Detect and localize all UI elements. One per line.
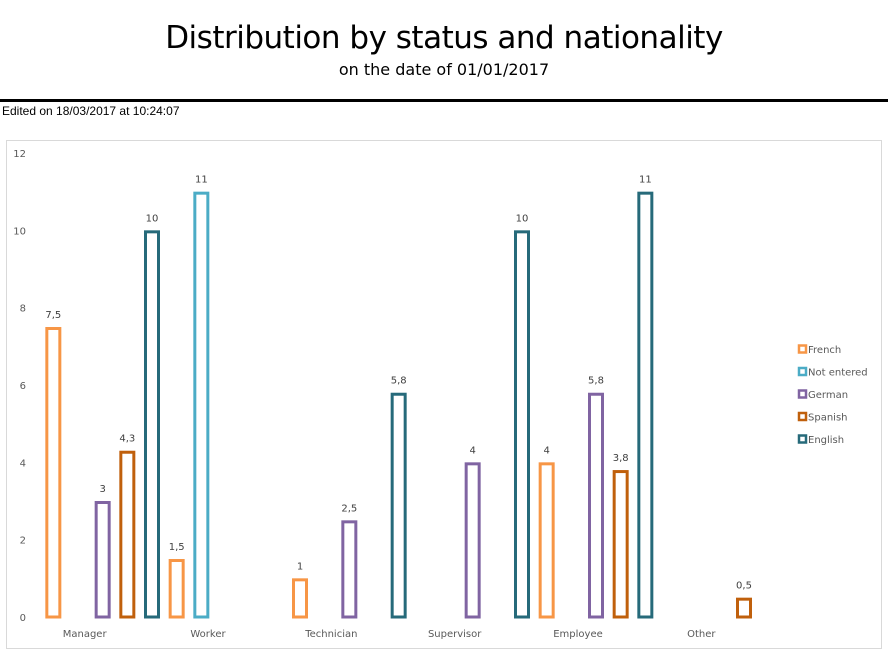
y-tick-label: 6 bbox=[20, 381, 26, 392]
y-tick-label: 2 bbox=[20, 536, 26, 547]
bars: 7,5 1,5 1 4 11 3 2,5 4 5,8 4,3 3,8 0,5 10 5,8 10 11 bbox=[45, 175, 752, 619]
y-tick-label: 12 bbox=[13, 149, 26, 160]
x-axis: Manager Worker Technician Supervisor Employe… bbox=[63, 629, 717, 640]
bar-spanish-employee bbox=[612, 470, 629, 619]
data-label: 3,8 bbox=[613, 453, 629, 464]
data-label: 4 bbox=[543, 445, 549, 456]
y-tick-label: 10 bbox=[13, 226, 26, 237]
bar-german-manager bbox=[94, 501, 111, 619]
report-subtitle: on the date of 01/01/2017 bbox=[338, 60, 550, 79]
report-title: Distribution by status and nationality bbox=[165, 20, 723, 56]
chart-frame bbox=[6, 140, 882, 649]
legend-swatch bbox=[797, 411, 808, 422]
data-label: 0,5 bbox=[736, 581, 752, 592]
legend-swatch bbox=[797, 366, 808, 377]
legend-swatch bbox=[797, 434, 808, 444]
data-label: 10 bbox=[146, 213, 159, 224]
legend-label: Spanish bbox=[808, 413, 848, 424]
data-label: 1 bbox=[297, 561, 303, 572]
bar-english-employee bbox=[637, 191, 654, 619]
bar-spanish-manager bbox=[119, 450, 136, 619]
data-label: 3 bbox=[99, 484, 105, 495]
x-category-label: Supervisor bbox=[428, 629, 482, 640]
legend-swatch bbox=[797, 344, 808, 354]
x-category-label: Other bbox=[687, 629, 716, 640]
bar-not-entered-worker bbox=[193, 191, 210, 619]
data-label: 5,8 bbox=[391, 376, 407, 387]
data-label: 11 bbox=[639, 175, 652, 186]
data-label: 1,5 bbox=[169, 542, 185, 553]
x-category-label: Manager bbox=[63, 629, 108, 640]
x-category-label: Technician bbox=[304, 629, 357, 640]
bar-english-manager bbox=[144, 230, 160, 619]
data-label: 4 bbox=[469, 445, 475, 456]
legend: French Not entered German Spanish English bbox=[797, 344, 868, 446]
x-category-label: Worker bbox=[190, 629, 226, 640]
edited-timestamp: Edited on 18/03/2017 at 10:24:07 bbox=[2, 104, 180, 118]
y-tick-label: 8 bbox=[20, 304, 26, 315]
y-axis: 0 2 4 6 8 10 12 bbox=[13, 149, 26, 624]
bar-german-technician bbox=[341, 520, 358, 619]
legend-swatch bbox=[797, 389, 808, 399]
legend-label: German bbox=[808, 390, 848, 401]
y-tick-label: 0 bbox=[20, 613, 26, 624]
bar-french-employee bbox=[538, 462, 555, 619]
bar-french-technician bbox=[292, 578, 308, 619]
bar-german-employee bbox=[588, 392, 604, 619]
legend-label: French bbox=[808, 345, 841, 356]
bar-english-supervisor bbox=[514, 230, 530, 619]
data-label: 7,5 bbox=[45, 310, 61, 321]
bar-french-worker bbox=[168, 559, 185, 619]
header-divider bbox=[0, 99, 888, 102]
data-label: 5,8 bbox=[588, 376, 604, 387]
data-label: 2,5 bbox=[341, 503, 357, 514]
legend-label: English bbox=[808, 435, 844, 446]
data-label: 4,3 bbox=[119, 434, 135, 445]
bar-french-manager bbox=[45, 327, 62, 619]
legend-label: Not entered bbox=[808, 368, 868, 379]
data-label: 11 bbox=[195, 175, 208, 186]
bar-spanish-other bbox=[736, 597, 752, 619]
x-category-label: Employee bbox=[553, 629, 603, 640]
bar-english-technician bbox=[390, 392, 407, 619]
data-label: 10 bbox=[516, 213, 529, 224]
bar-german-supervisor bbox=[464, 462, 481, 619]
y-tick-label: 4 bbox=[20, 458, 26, 469]
